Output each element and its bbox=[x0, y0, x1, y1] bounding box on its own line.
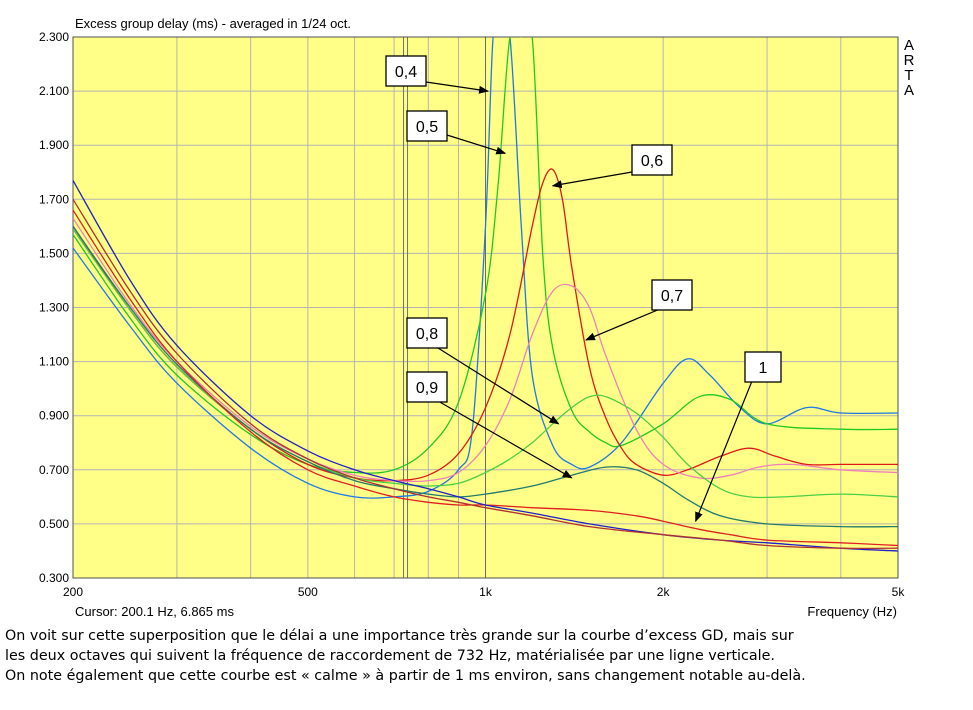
callout-arrow bbox=[551, 171, 633, 189]
callout-label: 1 bbox=[759, 360, 768, 377]
callout-arrow bbox=[446, 134, 507, 155]
y-tick-label: 2.300 bbox=[39, 30, 69, 44]
callout-arrow bbox=[425, 81, 490, 94]
callout-box bbox=[744, 351, 782, 383]
x-tick-label: 5k bbox=[892, 585, 906, 599]
callout-label: 0,9 bbox=[416, 380, 438, 397]
arta-letter: T bbox=[904, 67, 913, 84]
callout-label: 0,6 bbox=[641, 153, 663, 170]
callout-box bbox=[631, 144, 673, 176]
y-tick-label: 0.500 bbox=[39, 517, 69, 531]
series-layer bbox=[73, 37, 898, 552]
y-tick-label: 1.700 bbox=[39, 192, 69, 206]
x-axis-label: Frequency (Hz) bbox=[807, 604, 897, 619]
callout-box bbox=[385, 55, 427, 87]
y-tick-label: 2.100 bbox=[39, 84, 69, 98]
x-tick-label: 1k bbox=[479, 585, 493, 599]
series-line-extra-8 bbox=[73, 198, 898, 550]
x-tick-label: 500 bbox=[298, 585, 318, 599]
y-tick-label: 1.900 bbox=[39, 138, 69, 152]
callout-arrow bbox=[695, 380, 753, 523]
plot-frame bbox=[72, 36, 899, 579]
y-tick-label: 1.500 bbox=[39, 246, 69, 260]
caption: On voit sur cette superposition que le d… bbox=[5, 626, 970, 686]
chart-title: Excess group delay (ms) - averaged in 1/… bbox=[75, 16, 351, 31]
y-tick-label: 0.900 bbox=[39, 409, 69, 423]
callout-arrow bbox=[437, 347, 560, 425]
caption-line-1: On voit sur cette superposition que le d… bbox=[5, 628, 794, 644]
y-tick-label: 1.100 bbox=[39, 355, 69, 369]
callout-label: 0,5 bbox=[416, 119, 438, 136]
callout-box bbox=[406, 371, 448, 403]
callouts: 0,4 0,5 0,6 0,7 0,8 0,9 1 bbox=[385, 55, 782, 523]
callout-box bbox=[651, 279, 693, 311]
y-tick-label: 1.300 bbox=[39, 301, 69, 315]
caption-line-2: les deux octaves qui suivent la fréquenc… bbox=[5, 648, 775, 664]
axes: 0.300 0.500 0.700 0.900 1.100 1.300 1.500 1.700… bbox=[39, 30, 905, 599]
series-line-0-9 bbox=[73, 225, 898, 528]
arta-letter: A bbox=[904, 82, 914, 99]
callout-label: 0,4 bbox=[395, 64, 417, 81]
cursor-readout: Cursor: 200.1 Hz, 6.865 ms bbox=[75, 604, 234, 619]
arta-letter: R bbox=[904, 52, 915, 69]
excess-group-delay-chart: Excess group delay (ms) - averaged in 1/… bbox=[38, 16, 915, 619]
series-line-1 bbox=[73, 209, 898, 547]
x-tick-label: 2k bbox=[657, 585, 671, 599]
caption-line-3: On note également que cette courbe est «… bbox=[5, 668, 806, 684]
callout-arrow bbox=[585, 308, 661, 341]
x-tick-label: 200 bbox=[63, 585, 83, 599]
series-line-0-6 bbox=[73, 168, 898, 482]
y-tick-label: 0.300 bbox=[39, 571, 69, 585]
series-line-0-7 bbox=[73, 217, 898, 483]
y-tick-label: 0.700 bbox=[39, 463, 69, 477]
callout-arrow bbox=[437, 400, 573, 479]
callout-box bbox=[406, 317, 448, 349]
callout-label: 0,7 bbox=[661, 288, 683, 305]
callout-label: 0,8 bbox=[416, 326, 438, 343]
arta-letter: A bbox=[904, 37, 914, 54]
callout-box bbox=[406, 110, 448, 142]
